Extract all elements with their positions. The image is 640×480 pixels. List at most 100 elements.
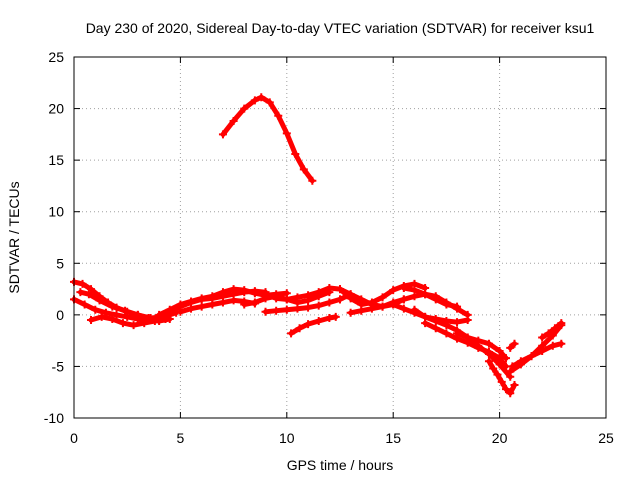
chart-title: Day 230 of 2020, Sidereal Day-to-day VTE… [86, 20, 595, 36]
x-tick-label: 10 [279, 430, 295, 446]
data-point [282, 129, 291, 138]
data-point [474, 336, 483, 345]
series-arc-16 [399, 284, 472, 319]
data-point [484, 357, 493, 366]
data-point [501, 354, 510, 363]
data-point [240, 104, 249, 113]
y-axis-label: SDTVAR / TECUs [6, 181, 22, 293]
data-point [346, 308, 355, 317]
y-tick-label: -5 [52, 358, 65, 374]
data-point [123, 312, 132, 321]
data-point [118, 319, 127, 328]
data-point [378, 302, 387, 311]
data-point [442, 298, 451, 307]
data-point [197, 294, 206, 303]
data-point [453, 304, 462, 313]
data-point [493, 370, 502, 379]
y-tick-label: 5 [56, 255, 64, 271]
data-point [218, 298, 227, 307]
data-point [282, 305, 291, 314]
data-point [325, 313, 334, 322]
data-point [389, 300, 398, 309]
y-tick-label: 20 [48, 101, 64, 117]
data-point [399, 284, 408, 293]
data-point [314, 292, 323, 301]
data-point [87, 285, 96, 294]
data-layer [70, 93, 566, 398]
data-point [250, 288, 259, 297]
data-point [346, 290, 355, 299]
data-point [287, 329, 296, 338]
data-point [538, 333, 547, 342]
x-axis-label: GPS time / hours [287, 457, 394, 473]
data-point [272, 306, 281, 315]
data-point [176, 307, 185, 316]
data-point [295, 324, 304, 333]
data-point [484, 347, 493, 356]
data-point [229, 285, 238, 294]
data-point [367, 304, 376, 313]
data-point [497, 377, 506, 386]
series-arc-10 [240, 288, 334, 309]
data-point [410, 305, 419, 314]
data-point [240, 286, 249, 295]
data-point [261, 307, 270, 316]
x-tick-label: 5 [177, 430, 185, 446]
data-point [144, 316, 153, 325]
data-point [187, 304, 196, 313]
series-arc-24 [506, 339, 519, 352]
data-point [336, 295, 344, 304]
data-point [229, 116, 238, 125]
y-tick-label: 0 [56, 307, 64, 323]
data-point [463, 333, 472, 342]
x-tick-label: 15 [385, 430, 401, 446]
data-point [112, 310, 121, 319]
data-point [506, 367, 515, 376]
x-tick-label: 25 [598, 430, 614, 446]
data-point [442, 329, 451, 338]
data-point [304, 320, 313, 329]
series-arc-12 [287, 312, 340, 338]
data-point [357, 295, 366, 304]
data-point [389, 286, 398, 295]
plot-frame [73, 56, 607, 419]
data-point [299, 165, 308, 174]
data-point [304, 303, 313, 312]
data-point [121, 306, 130, 315]
data-point [506, 343, 515, 352]
series-arc-25 [538, 319, 566, 342]
series-arc-21 [484, 357, 519, 398]
data-point [336, 285, 344, 294]
data-point [304, 296, 313, 305]
data-point [453, 329, 462, 338]
data-point [229, 296, 238, 305]
data-point [84, 290, 93, 299]
series-arc-20 [453, 329, 510, 363]
data-point [176, 300, 185, 309]
data-point [410, 286, 419, 295]
data-point [108, 314, 117, 323]
data-point [516, 357, 525, 366]
data-point [453, 318, 462, 327]
data-point [133, 310, 142, 319]
data-point [538, 346, 547, 355]
data-point [557, 319, 566, 328]
data-point [550, 324, 559, 333]
data-point [78, 279, 87, 288]
y-tick-label: -10 [44, 410, 64, 426]
data-point [91, 305, 100, 314]
data-point [208, 292, 217, 301]
data-point [325, 288, 334, 297]
data-point [95, 296, 104, 305]
x-tick-label: 0 [70, 430, 78, 446]
data-point [261, 294, 270, 303]
data-point [240, 300, 249, 309]
data-point [165, 305, 174, 314]
data-point [378, 293, 387, 302]
data-point [274, 111, 283, 120]
data-point [484, 339, 493, 348]
tick-labels: 0 5 10 15 20 25 -10 -5 0 5 10 15 20 25 [44, 49, 614, 446]
data-point [308, 176, 317, 185]
data-point [155, 310, 164, 319]
data-point [97, 312, 106, 321]
